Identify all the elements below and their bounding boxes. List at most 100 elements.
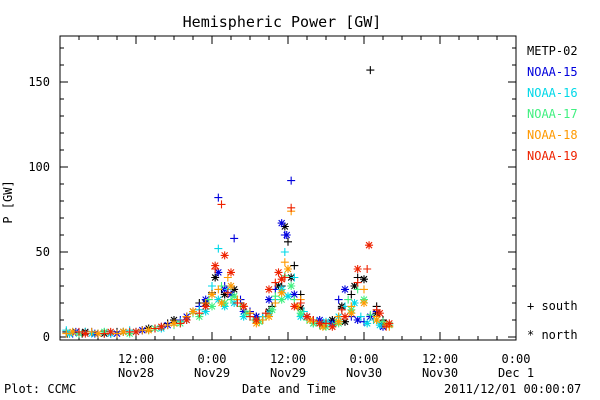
legend-entry: METP-02 <box>527 44 578 58</box>
y-tick-label: 50 <box>36 245 50 259</box>
north-point <box>214 295 223 304</box>
south-point <box>366 66 375 75</box>
south-point <box>214 285 223 294</box>
north-point <box>334 317 343 326</box>
north-point <box>287 282 296 290</box>
south-point <box>230 234 239 243</box>
north-point <box>182 316 191 324</box>
north-point <box>68 327 77 336</box>
legend-entry: NOAA-18 <box>527 128 578 142</box>
marker-legend: + south * north <box>527 299 578 342</box>
x-tick-time-label: 0:00 <box>502 352 531 366</box>
south-point <box>113 329 121 338</box>
south-point <box>214 193 223 202</box>
north-point <box>350 282 359 290</box>
north-point <box>227 290 235 299</box>
north-point <box>230 285 239 294</box>
north-point <box>318 322 327 331</box>
north-point <box>201 307 210 316</box>
north-point <box>227 282 235 290</box>
north-point <box>132 327 140 336</box>
chart-title: Hemispheric Power [GW] <box>183 13 382 31</box>
north-point <box>119 327 128 336</box>
north-point <box>375 309 384 318</box>
legend-entry: NOAA-17 <box>527 107 578 121</box>
north-point <box>265 295 273 304</box>
north-point <box>328 322 337 331</box>
x-tick-date-label: Nov29 <box>270 366 306 380</box>
south-point <box>223 288 232 297</box>
north-point <box>284 265 292 273</box>
north-point <box>189 307 197 316</box>
north-point <box>282 231 291 239</box>
north-point <box>277 295 286 304</box>
north-point <box>227 268 235 277</box>
north-point <box>106 327 115 336</box>
south-point <box>296 299 305 307</box>
x-tick-time-label: 12:00 <box>422 352 458 366</box>
north-point <box>353 316 362 324</box>
north-point <box>290 302 299 311</box>
north-point <box>239 307 248 316</box>
south-point <box>271 292 280 301</box>
north-point <box>208 302 216 311</box>
data-points <box>62 66 394 338</box>
plot-credit: Plot: CCMC <box>4 382 77 396</box>
south-point <box>280 248 289 256</box>
north-point <box>201 302 210 311</box>
south-point <box>353 278 362 287</box>
x-tick-date-label: Nov30 <box>346 366 382 380</box>
north-point <box>350 299 359 307</box>
north-point <box>303 312 311 321</box>
y-tick-label: 100 <box>28 160 50 174</box>
x-tick-time-label: 12:00 <box>118 352 154 366</box>
north-point <box>296 304 305 313</box>
north-point <box>208 290 216 299</box>
marker-legend-entry: * north <box>527 328 578 342</box>
north-point <box>214 268 223 277</box>
north-point <box>274 268 283 277</box>
south-point <box>334 295 343 304</box>
north-point <box>372 316 381 324</box>
north-point <box>360 275 368 284</box>
north-point <box>363 319 372 328</box>
north-point <box>290 290 299 299</box>
marker-legend-entry: + south <box>527 299 578 313</box>
x-tick-date-label: Nov29 <box>194 366 230 380</box>
north-point <box>265 285 273 294</box>
south-point <box>176 319 185 328</box>
south-point <box>100 329 109 338</box>
south-point <box>271 278 280 287</box>
south-point <box>195 309 204 318</box>
south-point <box>356 312 365 321</box>
north-point <box>385 319 394 328</box>
south-point <box>344 295 353 304</box>
north-point <box>365 241 374 250</box>
x-tick-date-label: Nov28 <box>118 366 154 380</box>
north-point <box>341 317 349 326</box>
south-point <box>337 305 346 314</box>
y-tick-label: 150 <box>28 75 50 89</box>
north-point <box>375 321 384 330</box>
south-point <box>62 329 71 338</box>
north-point <box>280 222 289 231</box>
south-point <box>309 316 318 324</box>
x-tick-date-label: Nov30 <box>422 366 458 380</box>
south-point <box>163 321 172 330</box>
north-point <box>144 326 153 335</box>
north-point <box>239 302 248 311</box>
y-axis-label: P [GW] <box>1 180 15 223</box>
y-tick-label: 0 <box>43 330 50 344</box>
timestamp: 2011/12/01 00:00:07 <box>444 382 582 396</box>
y-axis-ticks: 0 50 100 150 <box>28 47 516 344</box>
north-point <box>277 219 286 228</box>
north-point <box>220 251 229 260</box>
north-point <box>265 312 273 321</box>
north-point <box>360 299 368 307</box>
north-point <box>277 275 286 284</box>
x-axis-ticks: 12:00Nov280:00Nov2912:00Nov290:00Nov3012… <box>59 36 534 380</box>
south-point <box>214 244 223 253</box>
south-point <box>217 200 226 209</box>
x-tick-date-label: Dec 1 <box>498 366 534 380</box>
